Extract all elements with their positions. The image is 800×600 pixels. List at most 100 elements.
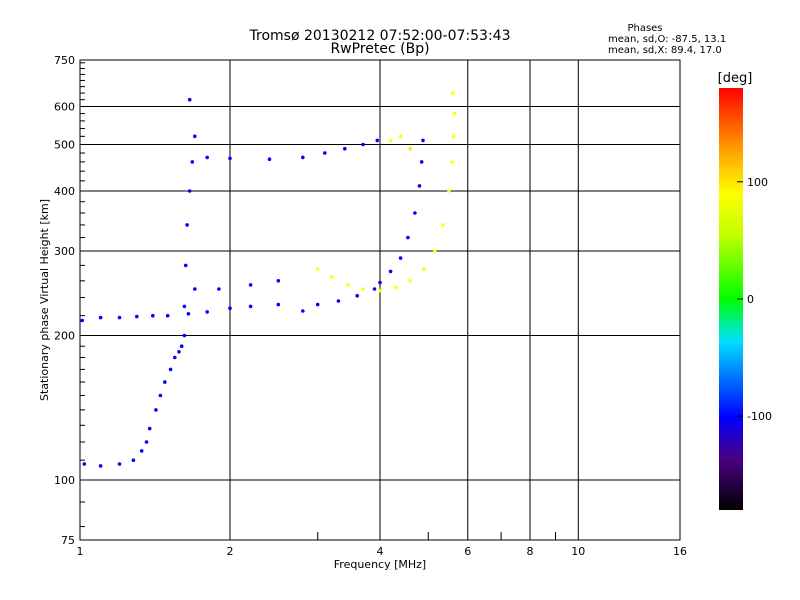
x-tick-label: 8 (527, 545, 534, 558)
echo-point (193, 287, 197, 291)
echo-point (422, 267, 426, 271)
echo-point (179, 344, 184, 349)
echo-point (135, 314, 139, 319)
colorbar-tick-label: 0 (747, 293, 754, 306)
echo-point (343, 146, 347, 151)
echo-point (144, 440, 149, 444)
echo-point (98, 464, 103, 468)
echo-point (452, 111, 457, 116)
echo-point (182, 333, 187, 338)
colorbar-tick-label: -100 (747, 410, 772, 423)
echo-point (378, 280, 382, 285)
echo-point (163, 380, 167, 384)
colorbar-label: [deg] (718, 71, 753, 86)
echo-point (393, 285, 398, 290)
plot-area: 1 2 4 6 8 10 16 75 100 200 300 400 500 600 750 (54, 54, 687, 558)
echo-point (151, 313, 155, 318)
echo-point (361, 142, 365, 147)
echo-point (139, 449, 144, 453)
echo-point (361, 287, 365, 291)
echo-point (248, 283, 253, 287)
y-tick-label: 600 (54, 101, 75, 114)
chart-subtitle: RwPretec (Bp) (330, 41, 429, 57)
echo-point (205, 155, 209, 160)
echo-point (388, 269, 393, 274)
x-tick-label: 1 (77, 545, 84, 558)
echo-point (228, 156, 232, 161)
echo-point (441, 223, 445, 227)
echo-point (165, 313, 170, 318)
echo-point (421, 138, 425, 143)
echo-point (450, 160, 454, 164)
echo-point (413, 211, 417, 215)
phases-title: Phases (627, 23, 662, 34)
echo-point (315, 267, 320, 271)
echo-point (378, 288, 382, 293)
echo-point (147, 426, 152, 431)
y-tick-label: 200 (54, 330, 75, 343)
echo-point (267, 157, 272, 161)
echo-point (408, 279, 413, 283)
y-tick-label: 750 (54, 54, 75, 67)
echo-point (315, 302, 320, 307)
echo-point (406, 235, 410, 240)
y-tick-label: 300 (54, 245, 75, 258)
echo-point (177, 350, 181, 354)
y-tick-label: 400 (54, 185, 75, 198)
x-axis-label: Frequency [MHz] (334, 558, 426, 571)
echo-point (372, 287, 377, 291)
echo-point (398, 256, 403, 260)
echo-point (193, 134, 197, 139)
echo-point (419, 160, 424, 164)
echo-point (336, 299, 341, 303)
echo-point (154, 408, 158, 412)
phases-o-stats: mean, sd,O: -87.5, 13.1 (608, 34, 726, 45)
echo-point (217, 287, 221, 291)
echo-point (117, 462, 122, 466)
y-tick-label: 75 (61, 534, 75, 547)
minor-ticks (80, 62, 556, 540)
echo-point (80, 318, 84, 323)
phases-x-stats: mean, sd,X: 89.4, 17.0 (608, 45, 722, 56)
echo-point (182, 304, 187, 309)
x-tick-label: 6 (464, 545, 471, 558)
echo-point (451, 91, 455, 95)
data-points (80, 91, 457, 468)
echo-point (276, 279, 281, 283)
echo-point (173, 355, 177, 360)
y-tick-label: 500 (54, 139, 75, 152)
echo-point (205, 310, 209, 314)
echo-point (82, 462, 87, 466)
echo-point (375, 138, 380, 143)
echo-point (228, 306, 232, 311)
echo-point (323, 151, 327, 155)
echo-point (388, 138, 393, 143)
colorbar: [deg] 100 0 -100 (718, 71, 772, 510)
echo-point (168, 367, 173, 372)
echo-point (355, 294, 360, 298)
x-tick-label: 10 (571, 545, 585, 558)
x-tick-label: 4 (377, 545, 384, 558)
echo-point (451, 134, 456, 139)
y-tick-label: 100 (54, 474, 75, 487)
echo-point (398, 134, 403, 139)
echo-point (301, 309, 305, 313)
x-tick-label: 16 (673, 545, 687, 558)
echo-point (417, 184, 422, 188)
echo-point (187, 97, 192, 102)
echo-point (432, 249, 437, 253)
echo-point (185, 223, 189, 227)
echo-point (408, 146, 413, 151)
echo-point (329, 275, 334, 279)
echo-point (187, 189, 192, 193)
echo-point (276, 302, 281, 307)
echo-point (190, 160, 195, 164)
echo-point (117, 315, 122, 320)
colorbar-ticks: 100 0 -100 (737, 176, 772, 423)
colorbar-tick-label: 100 (747, 176, 768, 189)
echo-point (346, 283, 350, 287)
echo-point (186, 312, 191, 316)
echo-point (98, 315, 103, 320)
chart-title: Tromsø 20130212 07:52:00-07:53:43 (249, 28, 511, 44)
